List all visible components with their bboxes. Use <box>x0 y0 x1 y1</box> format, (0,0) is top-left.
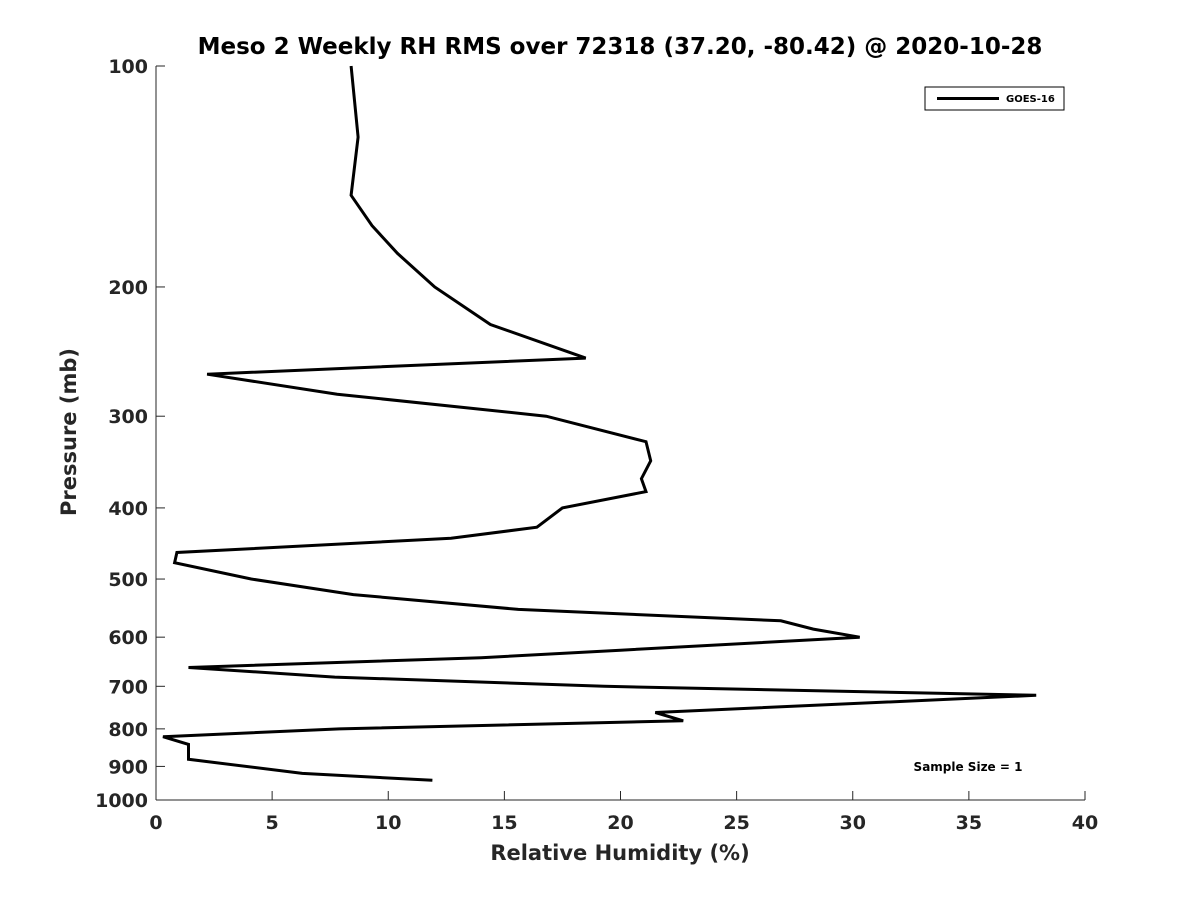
y-axis-label: Pressure (mb) <box>57 348 81 516</box>
x-tick-label: 5 <box>266 812 279 834</box>
x-tick-label: 20 <box>607 812 633 834</box>
x-tick-label: 10 <box>375 812 401 834</box>
x-tick-label: 30 <box>840 812 866 834</box>
y-tick-label: 600 <box>108 627 148 649</box>
x-tick-label: 35 <box>956 812 982 834</box>
y-tick-label: 300 <box>108 406 148 428</box>
sample-size-annotation: Sample Size = 1 <box>914 760 1023 774</box>
y-tick-label: 200 <box>108 277 148 299</box>
x-tick-label: 15 <box>491 812 517 834</box>
series-line-goes-16 <box>162 65 1037 782</box>
x-tick-label: 0 <box>149 812 162 834</box>
y-tick-label: 500 <box>108 569 148 591</box>
y-tick-label: 100 <box>108 56 148 78</box>
plot-area <box>162 65 1037 782</box>
y-tick-label: 900 <box>108 756 148 778</box>
x-axis-ticks: 0 5 10 15 20 25 30 35 40 <box>149 791 1098 834</box>
y-tick-label: 800 <box>108 719 148 741</box>
legend-label-goes-16: GOES-16 <box>1006 94 1055 105</box>
y-axis-ticks: 100 200 300 400 500 600 700 800 900 1000 <box>95 56 165 812</box>
x-axis-label: Relative Humidity (%) <box>490 841 749 865</box>
legend: GOES-16 <box>924 86 1065 111</box>
chart-title: Meso 2 Weekly RH RMS over 72318 (37.20, … <box>198 34 1043 60</box>
x-tick-label: 25 <box>723 812 749 834</box>
y-tick-label: 1000 <box>95 790 148 812</box>
y-tick-label: 700 <box>108 676 148 698</box>
y-tick-label: 400 <box>108 498 148 520</box>
x-tick-label: 40 <box>1072 812 1098 834</box>
